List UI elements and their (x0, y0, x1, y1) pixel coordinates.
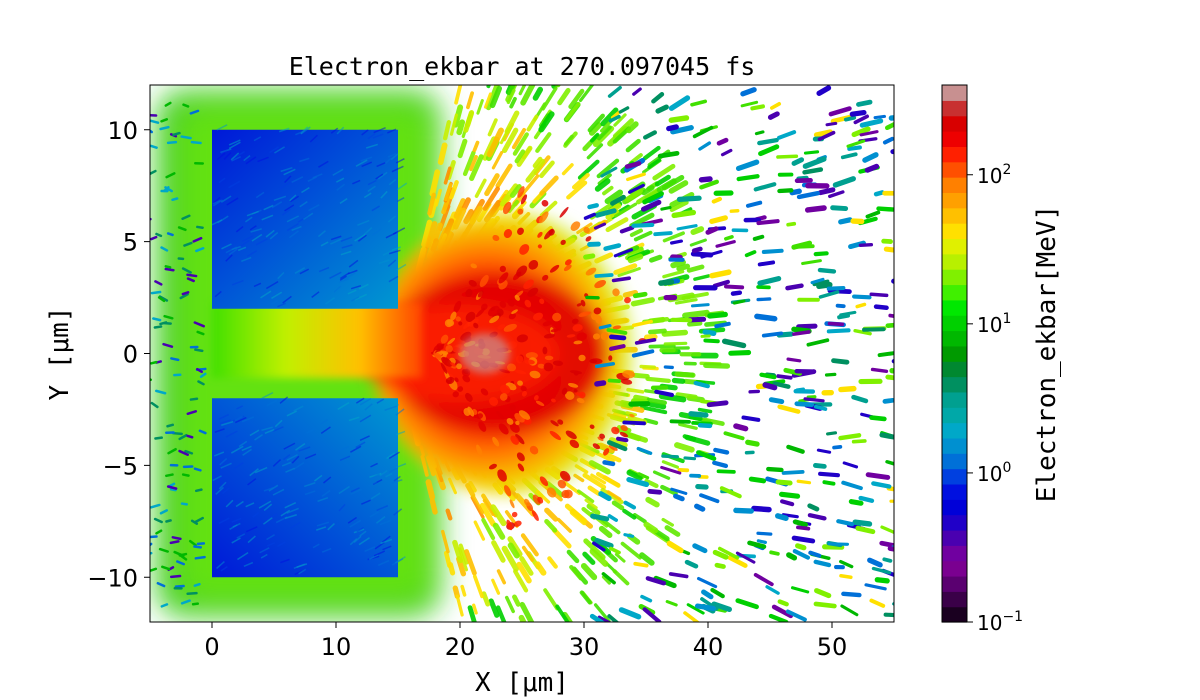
colorbar-swatch (942, 161, 967, 178)
colorbar-swatches (942, 85, 967, 623)
colorbar-swatch (942, 545, 967, 562)
colorbar-swatch (942, 299, 967, 316)
colorbar-swatch (942, 253, 967, 270)
colorbar-swatch (942, 115, 967, 132)
colorbar-frame (941, 84, 968, 623)
x-axis-label: X [μm] (475, 668, 569, 698)
colorbar-swatch (942, 315, 967, 332)
colorbar-tick-label: 101 (977, 311, 1011, 337)
colorbar-swatch (942, 575, 967, 592)
chart-title: Electron_ekbar at 270.097045 fs (289, 52, 756, 81)
y-tick-label: 10 (107, 117, 138, 145)
colorbar-swatch (942, 131, 967, 147)
colorbar-tick-label: 102 (977, 162, 1011, 188)
colorbar-label: Electron_ekbar[MeV] (1032, 205, 1062, 502)
colorbar-swatch (942, 514, 967, 531)
colorbar-swatch (942, 223, 967, 240)
x-tick-label: 10 (321, 633, 352, 661)
colorbar-swatch (942, 177, 967, 193)
colorbar-swatch (942, 453, 967, 470)
y-axis: 10 5 0 −5 −10 (87, 117, 150, 592)
colorbar-swatch (942, 85, 967, 101)
colorbar-tick-label: 10−1 (977, 609, 1023, 635)
energy-field (156, 85, 731, 622)
colorbar-swatch (942, 146, 967, 163)
colorbar-ticks: 10−1 100 101 102 (967, 162, 1023, 635)
x-tick-label: 50 (817, 633, 848, 661)
y-tick-label: 0 (123, 341, 138, 369)
x-axis: 0 10 20 30 40 50 (204, 622, 847, 661)
x-tick-label: 30 (569, 633, 600, 661)
y-axis-label: Y [μm] (45, 307, 75, 401)
colorbar-swatch (942, 238, 967, 255)
laser-channel (212, 302, 423, 379)
colorbar: 10−1 100 101 102 Electron_ekbar[MeV] (941, 84, 1062, 635)
colorbar-swatch (942, 330, 967, 347)
colorbar-swatch (942, 376, 967, 393)
colorbar-swatch (942, 192, 967, 209)
colorbar-swatch (942, 284, 967, 301)
colorbar-swatch (942, 269, 967, 286)
colorbar-swatch (942, 207, 967, 224)
upper-target-block (211, 124, 408, 309)
colorbar-swatch (942, 560, 967, 577)
colorbar-swatch (942, 529, 967, 546)
colorbar-swatch (942, 361, 967, 378)
colorbar-tick-label: 100 (977, 460, 1011, 486)
lower-target-block (212, 391, 407, 578)
y-tick-label: 5 (123, 229, 138, 257)
colorbar-swatch (942, 606, 967, 623)
colorbar-swatch (942, 483, 967, 500)
colorbar-swatch (942, 499, 967, 516)
x-tick-label: 40 (693, 633, 724, 661)
plume-center (460, 333, 510, 374)
x-tick-label: 0 (204, 633, 219, 661)
y-tick-label: −10 (87, 564, 138, 592)
colorbar-swatch (942, 591, 967, 608)
colorbar-swatch (942, 345, 967, 362)
scattered-electron-streaks (150, 85, 894, 622)
colorbar-swatch (942, 407, 967, 424)
colorbar-swatch (942, 437, 967, 454)
colorbar-swatch (942, 468, 967, 485)
heatmap-plot-area (150, 85, 894, 622)
colorbar-swatch (942, 100, 967, 117)
x-tick-label: 20 (445, 633, 476, 661)
colorbar-swatch (942, 391, 967, 408)
colorbar-swatch (942, 422, 967, 439)
y-tick-label: −5 (103, 452, 138, 480)
